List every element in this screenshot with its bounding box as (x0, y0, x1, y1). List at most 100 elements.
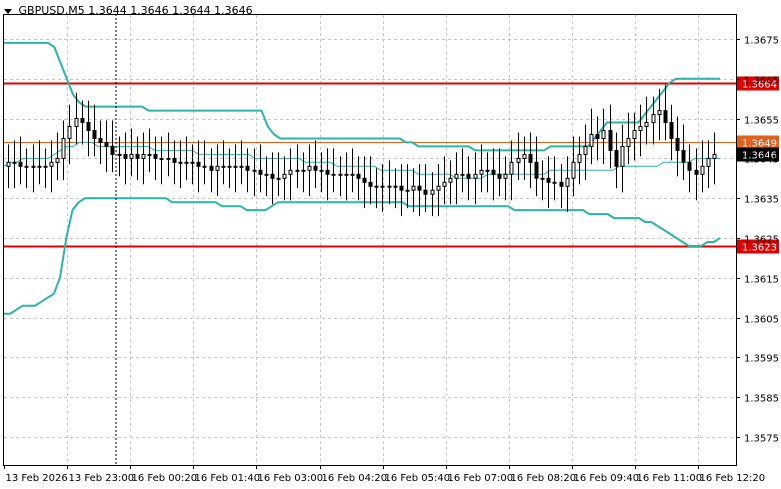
candle-body (368, 181, 373, 187)
candle-body (80, 118, 85, 123)
candle-body (399, 185, 404, 191)
candle-body (67, 126, 72, 139)
candle-body (516, 157, 521, 163)
triangle-down-icon[interactable] (4, 8, 12, 14)
candle-body (49, 161, 54, 167)
candle-body (313, 165, 318, 171)
candle-body (694, 169, 699, 175)
candle-body (55, 157, 60, 163)
candle-body (540, 177, 545, 180)
candle-body (442, 181, 447, 187)
candle-body (301, 169, 306, 172)
bollinger-lower-band (4, 197, 721, 315)
candle-body (509, 161, 514, 175)
candle-body (159, 157, 164, 160)
candle-body (178, 161, 183, 164)
y-tick-label: 1.3675 (744, 36, 779, 47)
candle-body (270, 173, 275, 179)
candle-body (589, 134, 594, 147)
y-tick-label: 1.3605 (744, 315, 779, 326)
x-tick-label: 16 Feb 12:20 (700, 473, 766, 484)
x-tick-label: 16 Feb 05:40 (385, 473, 451, 484)
price-axis: 1.36751.36651.36551.36451.36351.36251.36… (736, 36, 779, 445)
candle-body (221, 165, 226, 168)
x-tick-label: 16 Feb 08:20 (511, 473, 577, 484)
candle-body (110, 145, 115, 155)
candle-body (681, 149, 686, 163)
level-price-tag (737, 76, 779, 91)
candle-body (479, 169, 484, 175)
y-tick-label: 1.3665 (744, 76, 779, 87)
candle-body (104, 141, 109, 147)
candle-body (601, 130, 606, 139)
plot-frame (3, 14, 737, 466)
candle-body (209, 165, 214, 171)
candle-body (387, 185, 392, 188)
y-tick-label: 1.3645 (744, 155, 779, 166)
candle-body (571, 161, 576, 179)
candle-body (528, 153, 533, 163)
candle-body (356, 173, 361, 179)
candle-body (288, 169, 293, 175)
candle-body (473, 173, 478, 179)
bollinger-upper-band (4, 41, 720, 152)
candle-body (651, 114, 656, 124)
candle-body (411, 185, 416, 191)
candle-body (141, 153, 146, 159)
candle-body (227, 165, 232, 168)
candle-body (43, 165, 48, 168)
candle-body (687, 161, 692, 171)
candle-body (319, 169, 324, 172)
candle-body (258, 169, 263, 175)
candle-body (552, 181, 557, 184)
x-tick-label: 16 Feb 09:40 (574, 473, 640, 484)
candle-body (252, 169, 257, 172)
x-tick-label: 16 Feb 04:20 (322, 473, 388, 484)
candle-body (485, 169, 490, 172)
bollinger-bands (3, 41, 721, 315)
candle-body (117, 153, 122, 156)
candle-body (546, 177, 551, 183)
level-price-label: 1.3664 (742, 80, 777, 91)
candle-body (712, 153, 717, 159)
candle-body (577, 153, 582, 163)
candle-body (614, 149, 619, 167)
x-tick-label: 13 Feb 23:00 (69, 473, 135, 484)
ohlc-readout: 1.3644 1.3646 1.3644 1.3646 (88, 4, 253, 17)
x-tick-label: 16 Feb 00:20 (132, 473, 198, 484)
level-price-tag (737, 239, 779, 254)
candle-body (663, 110, 668, 123)
candle-body (417, 185, 422, 191)
candle-body (129, 153, 134, 159)
y-tick-label: 1.3635 (744, 195, 779, 206)
x-tick-label: 16 Feb 07:00 (448, 473, 514, 484)
candle-body (276, 177, 281, 180)
candle-body (325, 169, 330, 175)
candle-body (380, 185, 385, 188)
candle-body (466, 173, 471, 179)
candle-body (233, 165, 238, 168)
marker-price-label: 1.3649 (742, 139, 777, 150)
candle-body (135, 153, 140, 159)
candle-body (430, 189, 435, 195)
level-price-label: 1.3623 (742, 243, 777, 254)
candle-body (620, 145, 625, 167)
candle-body (147, 153, 152, 156)
candle-body (18, 161, 23, 167)
candle-body (669, 122, 674, 139)
x-tick-label: 16 Feb 01:40 (195, 473, 261, 484)
candle-body (295, 169, 300, 172)
candle-body (331, 173, 336, 176)
x-tick-label: 16 Feb 11:00 (637, 473, 703, 484)
candle-body (626, 138, 631, 147)
candle-body (706, 157, 711, 167)
candle-body (98, 138, 103, 143)
candle-body (74, 118, 79, 127)
candle-body (559, 181, 564, 187)
y-tick-label: 1.3615 (744, 275, 779, 286)
candle-body (608, 130, 613, 151)
x-tick-label: 16 Feb 03:00 (258, 473, 324, 484)
